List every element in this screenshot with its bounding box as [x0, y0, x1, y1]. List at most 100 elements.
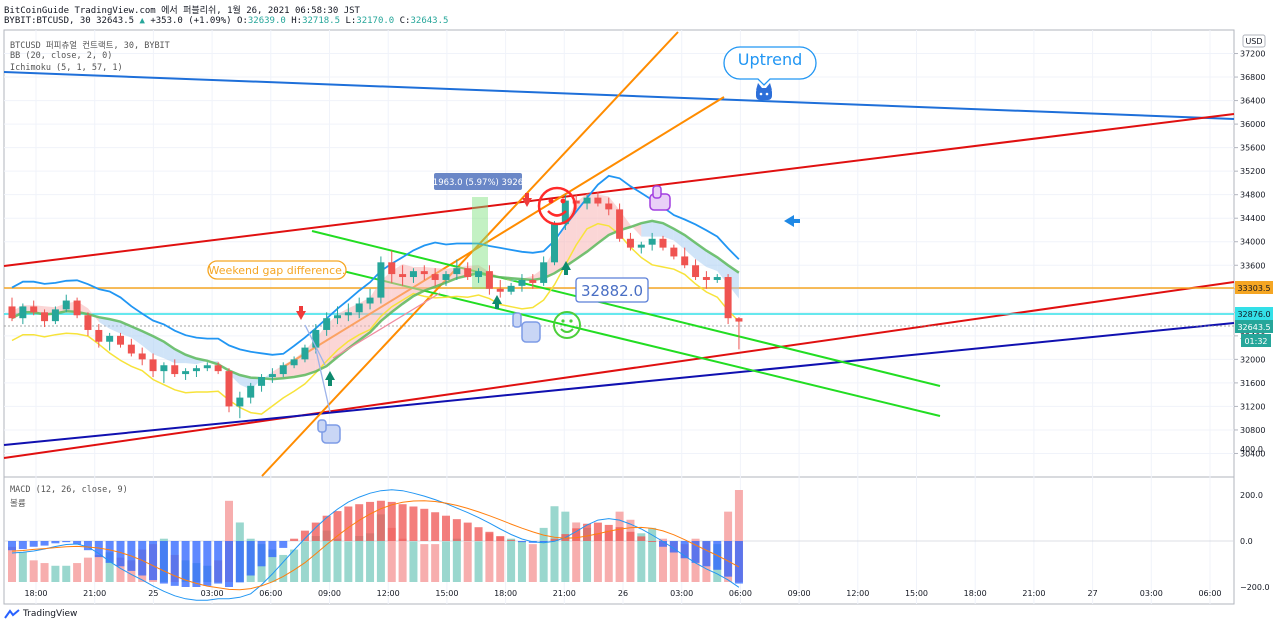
x-tick-label: 03:00 [670, 589, 693, 598]
pointing-hand-lower-icon [317, 419, 341, 444]
candle [399, 274, 407, 278]
macd-bar [83, 541, 92, 551]
candle [681, 256, 689, 266]
svg-text:Weekend gap difference.: Weekend gap difference. [209, 264, 346, 277]
uptrend-callout: Uptrend [723, 46, 817, 86]
macd-bar [18, 541, 27, 550]
footer-brand[interactable]: TradingView [4, 609, 77, 619]
macd-bar [626, 531, 635, 541]
legend-volume: 볼륨 [10, 499, 26, 509]
cloud-segment [185, 354, 197, 365]
x-tick-label: 15:00 [435, 589, 458, 598]
svg-text:32882.0: 32882.0 [581, 282, 643, 300]
macd-bar [420, 508, 429, 541]
volume-bar [409, 541, 418, 582]
candle [203, 365, 211, 369]
candle [312, 329, 320, 348]
volume-bar [507, 538, 516, 582]
candle [149, 359, 157, 372]
volume-bar [485, 533, 494, 582]
macd-tick-label: 0.0 [1240, 537, 1253, 546]
volume-bar [8, 546, 16, 582]
volume-bar [387, 527, 396, 582]
svg-text:33303.5: 33303.5 [1237, 284, 1270, 293]
volume-bar [474, 541, 483, 582]
price-box-callout: 32882.0 [575, 277, 649, 303]
y-tick-label: 30400 [1240, 449, 1265, 458]
volume-bar [73, 563, 82, 582]
orange-price-tag: 33303.5 [1235, 281, 1273, 294]
x-tick-label: 25 [148, 589, 158, 598]
macd-bar [680, 541, 689, 559]
x-tick-label: 21:00 [1022, 589, 1045, 598]
y-tick-label: 35600 [1240, 144, 1265, 153]
volume-bar [593, 533, 602, 582]
symbol: BYBIT:BTCUSD, 30 [4, 16, 91, 26]
x-tick-label: 12:00 [377, 589, 400, 598]
macd-bar [246, 541, 255, 576]
arrow-down-icon-2 [522, 198, 532, 207]
candle [323, 318, 331, 330]
candle [247, 385, 255, 398]
last-price: 32643.5 [96, 16, 135, 26]
support-line-blue [3, 322, 1235, 446]
cloud-segment [435, 268, 446, 287]
volume-bar [528, 544, 537, 582]
candle [551, 224, 558, 263]
candle [73, 300, 81, 316]
candle [453, 268, 461, 275]
svg-text:32643.5: 32643.5 [1237, 323, 1270, 332]
macd-bar [73, 541, 82, 545]
cloud-segment [109, 319, 121, 334]
candle [84, 315, 92, 330]
candle [138, 353, 146, 360]
cloud-segment [641, 220, 653, 237]
currency-tag[interactable]: USD [1242, 34, 1266, 48]
macd-bar [583, 523, 592, 541]
y-tick-label: 31200 [1240, 402, 1265, 411]
candle [529, 279, 537, 283]
volume-bar [669, 541, 678, 582]
volume-bar [452, 538, 461, 582]
macd-bar [409, 506, 418, 541]
candle [344, 312, 352, 316]
y-tick-label: 30800 [1240, 426, 1265, 435]
y-tick-label: 34800 [1240, 191, 1265, 200]
x-tick-label: 09:00 [318, 589, 341, 598]
candle [648, 238, 656, 245]
candle [518, 279, 526, 286]
macd-bar [29, 541, 38, 547]
macd-bar [539, 541, 548, 543]
macd-bar [734, 541, 743, 584]
macd-bar [192, 541, 201, 587]
candle [301, 347, 309, 360]
macd-bar [496, 536, 505, 541]
macd-bar [387, 501, 396, 541]
macd-bar [691, 541, 700, 563]
volume-bar [583, 527, 592, 582]
candle [431, 274, 439, 280]
candle [182, 371, 190, 375]
volume-bar [62, 565, 71, 582]
macd-bar [431, 512, 440, 541]
x-tick-label: 09:00 [788, 589, 811, 598]
x-axis-labels: 18:00 21:00 25 03:00 06:00 09:00 12:00 15:00 18:… [24, 589, 1221, 598]
macd-bar [485, 531, 494, 541]
candle [258, 377, 266, 386]
volume-bar [322, 530, 331, 582]
volume-bar [615, 511, 624, 582]
svg-text:USD: USD [1245, 37, 1262, 46]
candle [496, 288, 504, 292]
publish-line: BitCoinGuide TradingView.com 에서 퍼블리쉬, 1월… [4, 6, 360, 16]
volume-bar [105, 552, 114, 582]
candle [214, 365, 222, 372]
volume-bar [51, 565, 60, 582]
y-tick-label: 36800 [1240, 73, 1265, 82]
x-tick-label: 03:00 [201, 589, 224, 598]
volume-bar [550, 506, 559, 582]
macd-bar [376, 500, 385, 541]
x-tick-label: 18:00 [24, 589, 47, 598]
macd-bar [452, 519, 461, 541]
measure-label: 1963.0 (5.97%) 3926 [433, 173, 523, 190]
